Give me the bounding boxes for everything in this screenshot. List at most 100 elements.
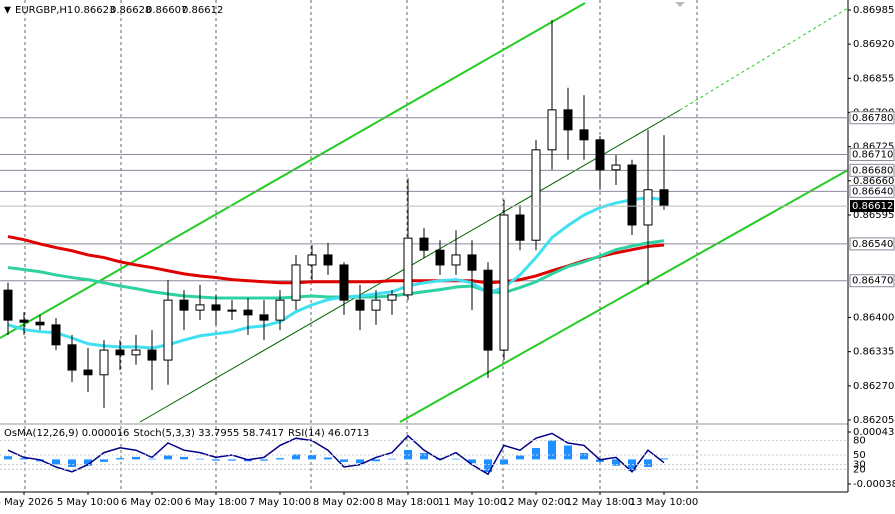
symbol: EURGBP,H1: [15, 5, 73, 16]
osma-bar: [436, 458, 444, 460]
osma-bar: [228, 459, 236, 461]
last-price-label: 0.86612: [852, 201, 893, 212]
y-tick-label: 0.86270: [853, 381, 894, 392]
candle-body: [147, 349, 157, 361]
candle-body: [563, 109, 573, 131]
level-label: 0.86710: [852, 150, 893, 161]
x-tick-label: 12 May 02:00: [502, 497, 571, 508]
moving-average: [7, 235, 665, 285]
candle-body: [483, 269, 493, 351]
osma-bar: [596, 459, 604, 462]
y-tick-label: 0.86985: [853, 5, 894, 16]
y-tick-label: 0.86855: [853, 73, 894, 84]
osma-bar: [196, 458, 204, 460]
candle-body: [339, 264, 349, 301]
header-value: 0.86628: [110, 5, 151, 16]
candle-body: [51, 324, 61, 346]
candle-body: [35, 321, 45, 326]
level-label: 0.86640: [852, 186, 893, 197]
candle-body: [403, 237, 413, 296]
level-label: 0.86540: [852, 239, 893, 250]
osma-bar: [4, 456, 12, 460]
osma-bar: [308, 454, 316, 460]
candle-body: [323, 254, 333, 266]
level-label: 0.86470: [852, 276, 893, 287]
candle-body: [307, 254, 317, 266]
osma-bar: [164, 455, 172, 460]
osma-bar: [100, 459, 108, 462]
x-tick-label: 7 May 10:00: [249, 497, 311, 508]
osc-tick-label: 20: [853, 464, 866, 475]
x-tick-label: 6 May 02:00: [121, 497, 183, 508]
osma-bar: [420, 453, 428, 460]
osma-bar: [68, 459, 76, 467]
header-value: 0.86607: [146, 5, 187, 16]
candle-body: [243, 309, 253, 316]
candle-body: [659, 189, 669, 207]
osma-bar: [180, 456, 188, 460]
candle-body: [595, 139, 605, 171]
osma-bar: [452, 458, 460, 460]
indicator-label: OsMA(12,26,9) 0.000016: [4, 428, 129, 439]
level-box: [849, 163, 895, 177]
y-tick-label: 0.86400: [853, 313, 894, 324]
candle-body: [579, 129, 589, 141]
osma-bar: [548, 440, 556, 460]
stoch-line: [7, 432, 665, 476]
osma-bar: [20, 458, 28, 460]
candle-body: [163, 299, 173, 361]
level-label: 0.86780: [852, 113, 893, 124]
candle-body: [531, 149, 541, 241]
osma-bar: [324, 457, 332, 460]
osma-bar: [52, 459, 60, 465]
candle-body: [499, 214, 509, 351]
osma-bar: [372, 459, 380, 462]
level-box: [849, 184, 895, 198]
osma-bar: [116, 458, 124, 460]
channel-lower: [399, 169, 849, 423]
candle-body: [419, 237, 429, 251]
osma-bar: [516, 455, 524, 460]
header-value: 0.86612: [182, 5, 223, 16]
x-tick-label: 8 May 18:00: [377, 497, 439, 508]
osma-tick-label: 0.000433: [853, 427, 895, 438]
moving-average: [7, 196, 665, 350]
osma-bar: [132, 456, 140, 460]
level-box: [849, 148, 895, 162]
osma-bar: [388, 458, 396, 460]
osma-bar: [660, 458, 668, 460]
y-tick-label: 0.86920: [853, 39, 894, 50]
candle-body: [83, 369, 93, 376]
osma-bar: [644, 459, 652, 467]
osma-bar: [580, 453, 588, 460]
candle-body: [291, 264, 301, 301]
indicator-label: Stoch(5,3,3) 33.7955 58.7417: [133, 428, 284, 439]
candle-body: [515, 214, 525, 241]
osma-bar: [612, 459, 620, 466]
candle-body: [371, 299, 381, 311]
osma-tick-label: -0.000389: [853, 479, 895, 490]
candle-body: [67, 344, 77, 371]
level-box: [849, 237, 895, 251]
osma-bar: [212, 459, 220, 461]
candle-body: [99, 349, 109, 376]
osma-bar: [276, 458, 284, 460]
candle-body: [179, 299, 189, 311]
level-box: [849, 111, 895, 125]
osma-bar: [148, 458, 156, 460]
candle-body: [547, 109, 557, 151]
menu-arrow[interactable]: ▼: [4, 6, 11, 16]
candle-body: [259, 314, 269, 321]
candle-body: [19, 319, 29, 323]
x-tick-label: 11 May 10:00: [438, 497, 507, 508]
candle-body: [387, 294, 397, 301]
candle-body: [131, 349, 141, 356]
osma-bar: [484, 459, 492, 473]
osma-bar: [500, 459, 508, 465]
osma-bar: [84, 459, 92, 466]
indicator-label: RSI(14) 46.0713: [288, 428, 369, 439]
candle-body: [627, 164, 637, 226]
level-label: 0.86680: [852, 165, 893, 176]
